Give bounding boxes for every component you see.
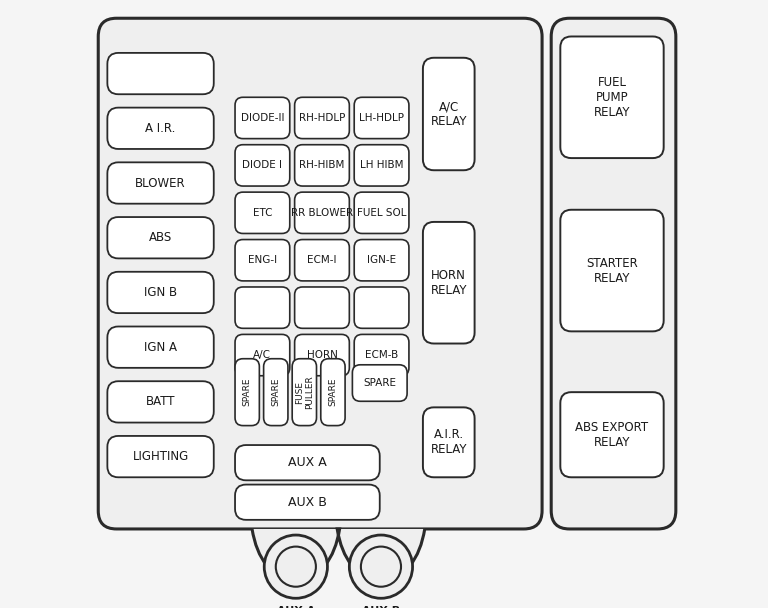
FancyBboxPatch shape bbox=[423, 222, 475, 344]
Circle shape bbox=[361, 547, 401, 587]
FancyBboxPatch shape bbox=[235, 445, 379, 480]
FancyBboxPatch shape bbox=[354, 240, 409, 281]
FancyBboxPatch shape bbox=[321, 359, 345, 426]
FancyBboxPatch shape bbox=[423, 407, 475, 477]
FancyBboxPatch shape bbox=[295, 334, 349, 376]
Text: AUX B: AUX B bbox=[362, 606, 400, 608]
FancyBboxPatch shape bbox=[108, 381, 214, 423]
FancyBboxPatch shape bbox=[295, 192, 349, 233]
FancyBboxPatch shape bbox=[108, 162, 214, 204]
FancyBboxPatch shape bbox=[423, 58, 475, 170]
Text: HORN: HORN bbox=[306, 350, 337, 360]
Text: LH HIBM: LH HIBM bbox=[360, 161, 403, 170]
Text: STARTER
RELAY: STARTER RELAY bbox=[586, 257, 638, 285]
Text: ABS EXPORT
RELAY: ABS EXPORT RELAY bbox=[575, 421, 648, 449]
Circle shape bbox=[264, 535, 327, 598]
Text: SPARE: SPARE bbox=[271, 378, 280, 406]
FancyBboxPatch shape bbox=[263, 359, 288, 426]
Text: A.I.R.
RELAY: A.I.R. RELAY bbox=[431, 428, 467, 457]
FancyBboxPatch shape bbox=[108, 326, 214, 368]
FancyBboxPatch shape bbox=[295, 287, 349, 328]
Text: IGN B: IGN B bbox=[144, 286, 177, 299]
Text: ECM-B: ECM-B bbox=[365, 350, 398, 360]
Text: DIODE I: DIODE I bbox=[243, 161, 283, 170]
Text: DIODE-II: DIODE-II bbox=[240, 113, 284, 123]
Text: FUSE
PULLER: FUSE PULLER bbox=[295, 375, 314, 409]
Text: LIGHTING: LIGHTING bbox=[132, 450, 189, 463]
Text: BATT: BATT bbox=[146, 395, 175, 409]
Circle shape bbox=[349, 535, 412, 598]
Text: BLOWER: BLOWER bbox=[135, 176, 186, 190]
FancyBboxPatch shape bbox=[354, 334, 409, 376]
Text: FUEL
PUMP
RELAY: FUEL PUMP RELAY bbox=[594, 76, 631, 119]
FancyBboxPatch shape bbox=[235, 359, 260, 426]
Text: IGN A: IGN A bbox=[144, 340, 177, 354]
FancyBboxPatch shape bbox=[353, 365, 407, 401]
FancyBboxPatch shape bbox=[561, 36, 664, 158]
FancyBboxPatch shape bbox=[354, 145, 409, 186]
FancyBboxPatch shape bbox=[354, 192, 409, 233]
FancyBboxPatch shape bbox=[292, 359, 316, 426]
Circle shape bbox=[276, 547, 316, 587]
Text: A I.R.: A I.R. bbox=[145, 122, 176, 135]
FancyBboxPatch shape bbox=[561, 210, 664, 331]
Text: SPARE: SPARE bbox=[243, 378, 252, 406]
Text: AUX B: AUX B bbox=[288, 496, 327, 509]
FancyBboxPatch shape bbox=[295, 97, 349, 139]
Text: SPARE: SPARE bbox=[363, 378, 396, 388]
FancyBboxPatch shape bbox=[295, 240, 349, 281]
FancyBboxPatch shape bbox=[295, 145, 349, 186]
FancyBboxPatch shape bbox=[235, 145, 290, 186]
Text: RH-HIBM: RH-HIBM bbox=[300, 161, 345, 170]
FancyBboxPatch shape bbox=[235, 97, 290, 139]
Text: A/C: A/C bbox=[253, 350, 271, 360]
Text: LH-HDLP: LH-HDLP bbox=[359, 113, 404, 123]
Text: AUX A: AUX A bbox=[276, 606, 315, 608]
FancyBboxPatch shape bbox=[235, 485, 379, 520]
FancyBboxPatch shape bbox=[108, 436, 214, 477]
FancyBboxPatch shape bbox=[551, 18, 676, 529]
Text: ETC: ETC bbox=[253, 208, 272, 218]
Text: IGN-E: IGN-E bbox=[367, 255, 396, 265]
Text: ECM-I: ECM-I bbox=[307, 255, 336, 265]
FancyBboxPatch shape bbox=[98, 18, 542, 529]
Text: FUEL SOL: FUEL SOL bbox=[357, 208, 406, 218]
FancyBboxPatch shape bbox=[354, 97, 409, 139]
Text: ENG-I: ENG-I bbox=[248, 255, 277, 265]
Text: A/C
RELAY: A/C RELAY bbox=[431, 100, 467, 128]
FancyBboxPatch shape bbox=[108, 272, 214, 313]
Text: ABS: ABS bbox=[149, 231, 172, 244]
FancyBboxPatch shape bbox=[108, 217, 214, 258]
Text: RR BLOWER: RR BLOWER bbox=[291, 208, 353, 218]
FancyBboxPatch shape bbox=[235, 240, 290, 281]
FancyBboxPatch shape bbox=[235, 334, 290, 376]
Text: SPARE: SPARE bbox=[329, 378, 337, 406]
Text: RH-HDLP: RH-HDLP bbox=[299, 113, 345, 123]
FancyBboxPatch shape bbox=[561, 392, 664, 477]
FancyBboxPatch shape bbox=[108, 53, 214, 94]
Text: HORN
RELAY: HORN RELAY bbox=[431, 269, 467, 297]
FancyBboxPatch shape bbox=[235, 192, 290, 233]
FancyBboxPatch shape bbox=[354, 287, 409, 328]
FancyBboxPatch shape bbox=[108, 108, 214, 149]
FancyBboxPatch shape bbox=[235, 287, 290, 328]
Text: AUX A: AUX A bbox=[288, 456, 326, 469]
PathPatch shape bbox=[252, 529, 425, 584]
